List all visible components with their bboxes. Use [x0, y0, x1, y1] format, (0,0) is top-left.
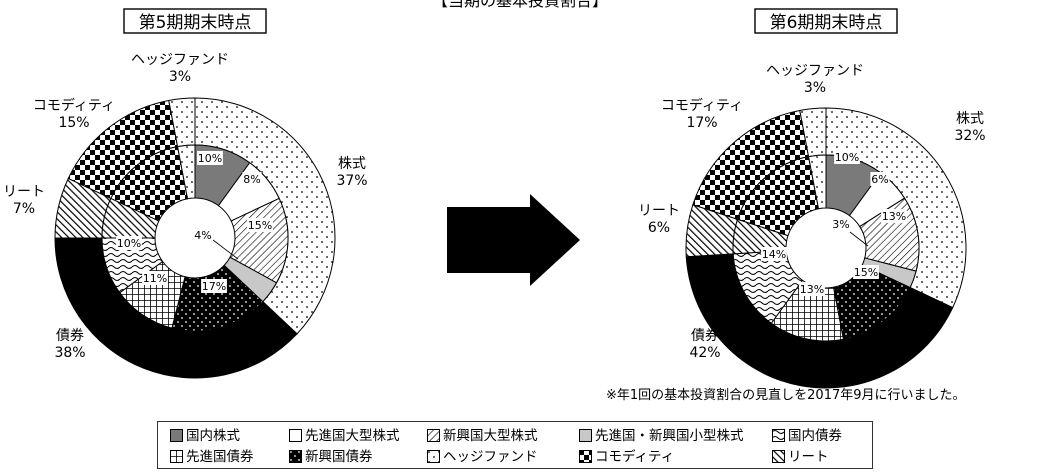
outer-category-label: リート	[638, 203, 680, 219]
chart-title: 第5期期末時点	[139, 13, 252, 33]
legend-swatch	[170, 450, 183, 463]
inner-value-label: 4%	[194, 229, 211, 242]
footnote: ※年1回の基本投資割合の見直しを2017年9月に行いました。	[606, 387, 966, 403]
legend-item: 先進国・新興国小型株式	[579, 428, 744, 444]
inner-value-label: 13%	[800, 283, 824, 296]
inner-label-bg	[799, 282, 825, 296]
inner-label-bg	[193, 228, 213, 242]
legend: 国内株式 先進国大型株式 新興国大型株式 先進国・新興国小型株式 国内債券先進国債券 新興…	[157, 421, 873, 469]
legend-swatch	[772, 429, 785, 442]
inner-slice	[176, 144, 196, 200]
inner-value-label: 17%	[202, 280, 226, 293]
inner-value-label: 15%	[248, 219, 272, 232]
legend-label: 先進国債券	[186, 449, 254, 465]
outer-category-label: 債券	[691, 328, 719, 344]
callout-line	[849, 231, 869, 247]
inner-label-bg	[116, 236, 142, 250]
legend-label: 先進国大型株式	[305, 428, 400, 444]
chart-title: 第6期期末時点	[770, 13, 883, 33]
outer-category-label: ヘッジファンド	[766, 63, 864, 79]
legend-item: 先進国大型株式	[289, 428, 400, 444]
legend-swatch	[772, 450, 785, 463]
page-title: 【当期の基本投資割合】	[432, 0, 608, 10]
inner-value-label: 14%	[762, 248, 786, 261]
chart-title-box: 第6期期末時点	[754, 8, 898, 34]
inner-value-label: 13%	[882, 210, 906, 223]
inner-value-label: 3%	[832, 218, 849, 231]
legend-label: ヘッジファンド	[443, 449, 538, 465]
legend-item: 先進国債券	[170, 449, 254, 465]
outer-value-label: 42%	[689, 345, 720, 361]
legend-item: 国内債券	[772, 428, 842, 444]
donut-chart-period5: 第5期期末時点株式37%債券38%リート7%コモディティ15%ヘッジファンド3%…	[3, 8, 368, 379]
legend-item: 新興国大型株式	[427, 428, 538, 444]
outer-value-label: 7%	[13, 201, 35, 217]
inner-value-label: 8%	[243, 173, 260, 186]
inner-value-label: 15%	[854, 266, 878, 279]
inner-label-bg	[142, 271, 168, 285]
legend-label: 新興国大型株式	[443, 428, 538, 444]
chart-title-box: 第5期期末時点	[123, 8, 267, 34]
outer-value-label: 3%	[169, 69, 191, 85]
chart-title-frame	[123, 8, 267, 34]
outer-category-label: ヘッジファンド	[131, 52, 229, 68]
outer-category-label: 株式	[338, 156, 366, 172]
inner-label-bg	[197, 151, 223, 165]
inner-value-label: 11%	[143, 272, 167, 285]
inner-value-label: 10%	[835, 151, 859, 164]
outer-value-label: 32%	[954, 128, 985, 144]
callout-line	[212, 239, 239, 260]
legend-label: コモディティ	[595, 449, 675, 465]
legend-item: 国内株式	[170, 428, 240, 444]
inner-label-bg	[247, 218, 273, 232]
inner-slice	[807, 154, 827, 210]
legend-swatch	[289, 429, 302, 442]
legend-label: 国内債券	[788, 428, 842, 444]
inner-label-bg	[242, 172, 262, 186]
outer-category-label: 債券	[56, 328, 84, 344]
outer-value-label: 15%	[58, 115, 89, 131]
legend-swatch	[170, 429, 183, 442]
chart-title-frame	[754, 8, 898, 34]
transition-arrow	[447, 194, 580, 286]
legend-swatch	[289, 450, 302, 463]
legend-item: 新興国債券	[289, 449, 373, 465]
legend-swatch	[579, 429, 592, 442]
inner-label-bg	[834, 150, 860, 164]
legend-label: リート	[788, 449, 829, 465]
inner-label-bg	[761, 247, 787, 261]
outer-category-label: リート	[3, 184, 45, 200]
legend-label: 新興国債券	[305, 449, 373, 465]
legend-item: リート	[772, 449, 829, 465]
legend-label: 国内株式	[186, 428, 240, 444]
inner-value-label: 10%	[117, 237, 141, 250]
legend-label: 先進国・新興国小型株式	[595, 428, 744, 444]
inner-value-label: 6%	[871, 173, 888, 186]
legend-item: コモディティ	[579, 449, 674, 465]
legend-swatch	[427, 429, 440, 442]
outer-category-label: 株式	[956, 111, 984, 127]
inner-label-bg	[201, 279, 227, 293]
legend-swatch	[427, 450, 440, 463]
outer-category-label: コモディティ	[33, 97, 115, 114]
legend-swatch	[579, 450, 592, 463]
inner-label-bg	[881, 209, 907, 223]
inner-label-bg	[853, 265, 879, 279]
inner-value-label: 10%	[198, 152, 222, 165]
outer-category-label: コモディティ	[661, 97, 743, 114]
outer-value-label: 38%	[54, 345, 85, 361]
donut-chart-period6: 第6期期末時点株式32%債券42%リート6%コモディティ17%ヘッジファンド3%…	[638, 8, 986, 389]
inner-label-bg	[870, 172, 890, 186]
outer-value-label: 37%	[336, 173, 367, 189]
outer-value-label: 3%	[804, 80, 826, 96]
outer-value-label: 17%	[686, 115, 717, 131]
legend-item: ヘッジファンド	[427, 449, 538, 465]
outer-value-label: 6%	[648, 220, 670, 236]
inner-label-bg	[831, 217, 851, 231]
